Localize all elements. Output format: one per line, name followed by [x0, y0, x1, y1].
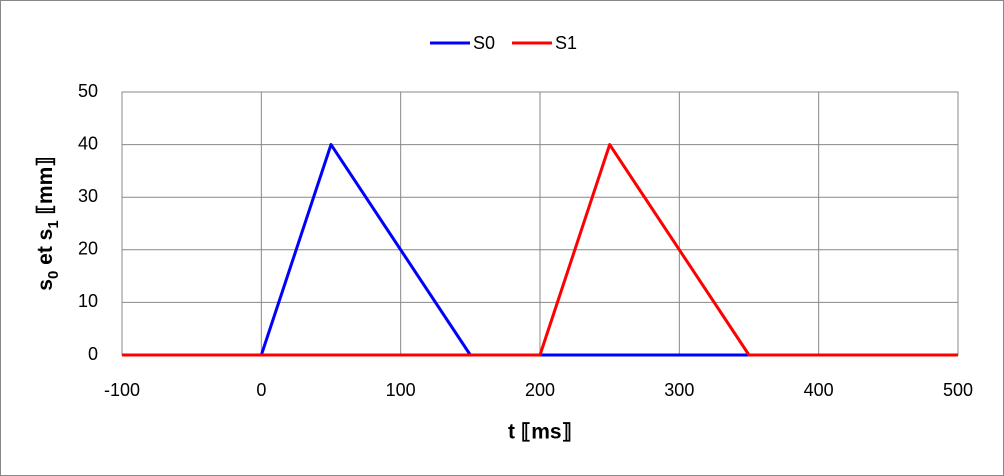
y-tick-label: 0: [88, 344, 98, 364]
y-tick-label: 30: [78, 186, 98, 206]
legend-label: S0: [473, 33, 495, 53]
y-tick-label: 10: [78, 291, 98, 311]
y-tick-label: 20: [78, 239, 98, 259]
y-axis-title-part: 0: [45, 271, 62, 279]
x-tick-label: 100: [386, 380, 416, 400]
series-line: [122, 143, 958, 357]
y-axis-title-part: et s: [34, 229, 57, 271]
x-axis-title: t ⟦ms⟧: [508, 421, 572, 444]
y-axis-title-part: ⟦mm⟧: [34, 156, 57, 220]
y-tick-label: 50: [78, 81, 98, 101]
x-tick-label: 300: [664, 380, 694, 400]
y-axis-title: s0 et s1 ⟦mm⟧: [34, 156, 63, 290]
x-tick-label: 500: [943, 380, 973, 400]
x-tick-label: -100: [104, 380, 140, 400]
y-tick-label: 40: [78, 133, 98, 153]
y-axis-title-part: s: [34, 279, 57, 291]
x-tick-label: 400: [804, 380, 834, 400]
x-tick-label: 200: [525, 380, 555, 400]
x-tick-label: 0: [256, 380, 266, 400]
legend-label: S1: [555, 33, 577, 53]
y-axis-title-part: 1: [45, 220, 62, 228]
